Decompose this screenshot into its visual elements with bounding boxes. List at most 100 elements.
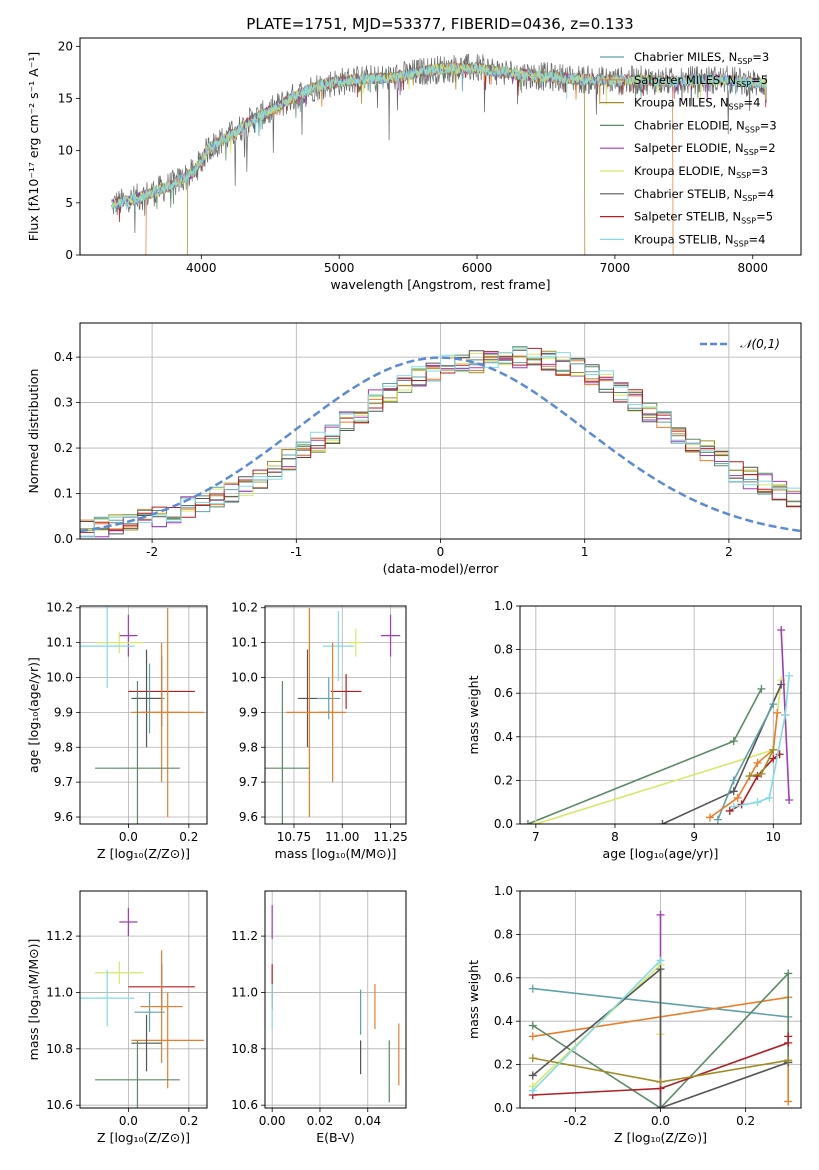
axes-frame bbox=[519, 605, 802, 825]
series-marker bbox=[784, 1097, 793, 1106]
errorbar-point bbox=[322, 611, 354, 681]
y-axis-label: mass weight bbox=[466, 675, 481, 754]
y-tick-label: 10.0 bbox=[231, 671, 258, 685]
y-tick-label: 0.4 bbox=[494, 730, 513, 744]
x-axis-label: Z [log₁₀(Z/Z⊙)] bbox=[97, 1130, 190, 1145]
gaussian-curve bbox=[80, 356, 801, 533]
plot-area-age-vs-mass bbox=[265, 607, 401, 824]
y-tick-label: 0.2 bbox=[494, 773, 513, 787]
chart-mass-vs-ebv: 0.00 0.02 0.04 10.6 10.8 11.0 11.2 E(B-V) bbox=[231, 890, 407, 1145]
y-tick-label: 0.3 bbox=[54, 396, 73, 410]
x-tick-label: 10 bbox=[766, 830, 781, 844]
chart-residuals: -2 -1 0 1 2 0.0 0.1 0.2 0.3 0.4 (data-model)/error… bbox=[26, 322, 802, 576]
y-tick-label: 11.0 bbox=[231, 985, 258, 999]
errorbar-point bbox=[330, 674, 362, 709]
x-tick-label: 0 bbox=[437, 545, 445, 559]
legend-label: Salpeter STELIB, NSSP=5 bbox=[634, 210, 773, 226]
axes-frame bbox=[79, 37, 802, 256]
series-marker bbox=[769, 754, 778, 763]
y-tick-label: 10.1 bbox=[231, 636, 258, 650]
errorbar-point bbox=[131, 992, 204, 1089]
errorbar-point bbox=[297, 649, 318, 748]
y-tick-label: 11.2 bbox=[46, 929, 73, 943]
series-marker bbox=[528, 1071, 537, 1080]
y-tick-label: 0.4 bbox=[494, 1014, 513, 1028]
y-tick-label: 5 bbox=[65, 196, 73, 210]
legend-label: Chabrier MILES, NSSP=3 bbox=[634, 50, 769, 66]
y-tick-label: 10 bbox=[58, 144, 73, 158]
y-tick-label: 9.9 bbox=[54, 705, 73, 719]
histogram-step bbox=[80, 347, 801, 539]
y-axis-label: mass [log₁₀(M/M⊙)] bbox=[26, 939, 41, 1061]
x-tick-label: 0.2 bbox=[736, 1114, 755, 1128]
series-line bbox=[532, 967, 789, 1108]
chart-weight-vs-Z: -0.2 0.0 0.2 0.0 0.2 0.4 0.6 0.8 1.0 Z [log₁₀(Z/Z… bbox=[466, 884, 802, 1145]
series-marker bbox=[725, 806, 734, 815]
x-tick-label: 4000 bbox=[186, 261, 217, 275]
x-tick-label: -0.2 bbox=[564, 1114, 587, 1128]
y-tick-label: 9.8 bbox=[54, 740, 73, 754]
x-tick-label: 0.2 bbox=[179, 1114, 198, 1128]
axes-frame bbox=[519, 890, 802, 1109]
x-tick-label: 0.04 bbox=[354, 1114, 381, 1128]
series-marker bbox=[784, 1056, 793, 1065]
y-tick-label: 9.7 bbox=[54, 775, 73, 789]
legend-label: Salpeter ELODIE, NSSP=2 bbox=[634, 141, 776, 157]
y-tick-label: 10.2 bbox=[231, 601, 258, 615]
y-tick-label: 9.9 bbox=[239, 705, 258, 719]
x-axis-label: E(B-V) bbox=[316, 1130, 355, 1145]
x-tick-label: 10.75 bbox=[277, 830, 311, 844]
series-marker bbox=[656, 1104, 665, 1108]
y-tick-label: 10.1 bbox=[46, 636, 73, 650]
x-tick-label: 0.0 bbox=[119, 1114, 138, 1128]
axes-frame bbox=[79, 322, 802, 540]
series-marker bbox=[528, 1054, 537, 1063]
legend-label: Kroupa ELODIE, NSSP=3 bbox=[634, 164, 768, 180]
errorbar-point bbox=[80, 606, 135, 688]
x-axis-label: age [log₁₀(age/yr)] bbox=[603, 846, 719, 861]
chart-spectrum: 4000 5000 6000 7000 8000 0 5 10 15 20 wavelength [… bbox=[26, 37, 802, 292]
errorbar-point bbox=[119, 907, 138, 937]
y-tick-label: 0.0 bbox=[494, 1101, 513, 1115]
series-marker bbox=[528, 1021, 537, 1030]
errorbar-point bbox=[131, 649, 162, 748]
series-marker bbox=[528, 1086, 537, 1095]
x-tick-label: 1 bbox=[581, 545, 589, 559]
errorbar-point bbox=[348, 628, 364, 657]
y-tick-label: 10.8 bbox=[46, 1042, 73, 1056]
y-tick-label: 9.6 bbox=[239, 810, 258, 824]
y-tick-label: 9.8 bbox=[239, 740, 258, 754]
x-tick-label: 7000 bbox=[600, 261, 631, 275]
x-tick-label: 0.02 bbox=[307, 1114, 334, 1128]
x-axis-label: mass [log₁₀(M/M⊙)] bbox=[275, 846, 397, 861]
legend-label: Kroupa STELIB, NSSP=4 bbox=[634, 232, 765, 248]
y-tick-label: 10.6 bbox=[46, 1098, 73, 1112]
series-marker bbox=[729, 787, 738, 796]
series-marker bbox=[781, 711, 790, 719]
series-marker bbox=[705, 813, 714, 822]
figure-title: PLATE=1751, MJD=53377, FIBERID=0436, z=0… bbox=[246, 15, 633, 33]
histogram-step bbox=[80, 347, 801, 539]
legend-label: Kroupa MILES, NSSP=4 bbox=[634, 96, 760, 112]
y-tick-label: 10.6 bbox=[231, 1098, 258, 1112]
errorbar-point bbox=[95, 961, 144, 984]
y-tick-label: 0 bbox=[65, 248, 73, 262]
series-marker bbox=[777, 625, 786, 634]
y-tick-label: 0.2 bbox=[494, 1058, 513, 1072]
errorbar-point bbox=[95, 1040, 180, 1108]
legend-label: Salpeter MILES, NSSP=5 bbox=[634, 73, 768, 89]
series-marker bbox=[656, 965, 665, 974]
series-marker bbox=[733, 793, 742, 802]
plot-area-weight-vs-Z bbox=[528, 910, 793, 1108]
series-marker bbox=[773, 708, 782, 717]
y-tick-label: 1.0 bbox=[494, 884, 513, 898]
errorbar-point bbox=[265, 680, 310, 824]
y-tick-label: 10.8 bbox=[231, 1042, 258, 1056]
y-tick-label: 0.1 bbox=[54, 487, 73, 501]
plot-area-residuals bbox=[80, 346, 801, 539]
y-tick-label: 0.8 bbox=[494, 643, 513, 657]
x-tick-label: 2 bbox=[725, 545, 733, 559]
series-marker bbox=[729, 737, 738, 746]
x-axis-label: (data-model)/error bbox=[383, 561, 500, 576]
